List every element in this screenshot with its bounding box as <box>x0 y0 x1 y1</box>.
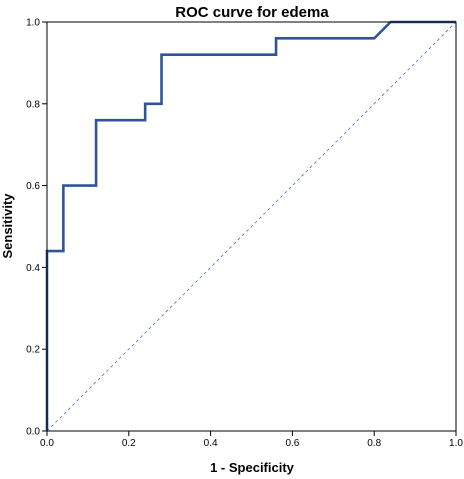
y-tick-label: 0.6 <box>26 181 40 192</box>
y-tick-label: 0.0 <box>26 427 40 438</box>
x-axis-title: 1 - Specificity <box>210 460 295 475</box>
y-axis-title: Sensitivity <box>0 193 15 259</box>
chart-title: ROC curve for edema <box>175 4 329 21</box>
x-tick-label: 0.2 <box>122 438 136 449</box>
x-tick-label: 0.8 <box>367 438 381 449</box>
x-tick-label: 0.6 <box>285 438 299 449</box>
series-layer <box>45 20 457 432</box>
roc-curve-line <box>45 20 456 431</box>
ticks-layer: 0.0 0.2 0.4 0.6 0.8 1.0 0.0 0.2 0.4 0.6 0.8 1.0 <box>26 18 463 450</box>
x-tick-label: 0.0 <box>40 438 54 449</box>
y-tick-label: 0.4 <box>26 263 40 274</box>
x-tick-label: 1.0 <box>449 438 463 449</box>
y-tick-label: 0.8 <box>26 99 40 110</box>
reference-diagonal-line <box>46 21 457 432</box>
plot-frame <box>46 21 457 432</box>
x-tick-label: 0.4 <box>204 438 218 449</box>
y-tick-label: 1.0 <box>26 18 40 29</box>
y-tick-label: 0.2 <box>26 345 40 356</box>
